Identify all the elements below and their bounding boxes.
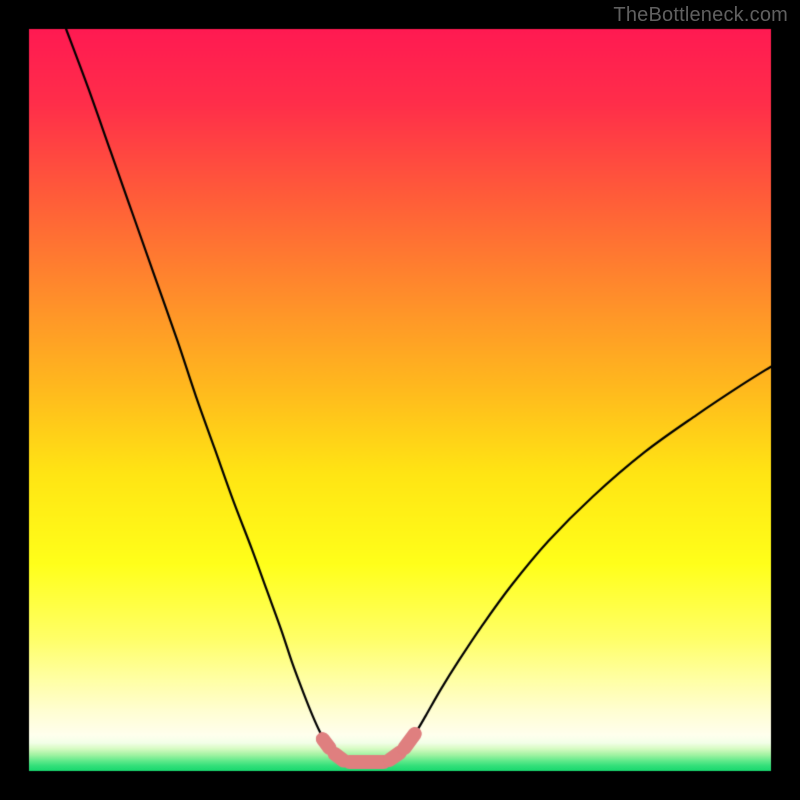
chart-stage: TheBottleneck.com bbox=[0, 0, 800, 800]
watermark-label: TheBottleneck.com bbox=[613, 4, 788, 27]
bottleneck-curve-chart bbox=[0, 0, 800, 800]
